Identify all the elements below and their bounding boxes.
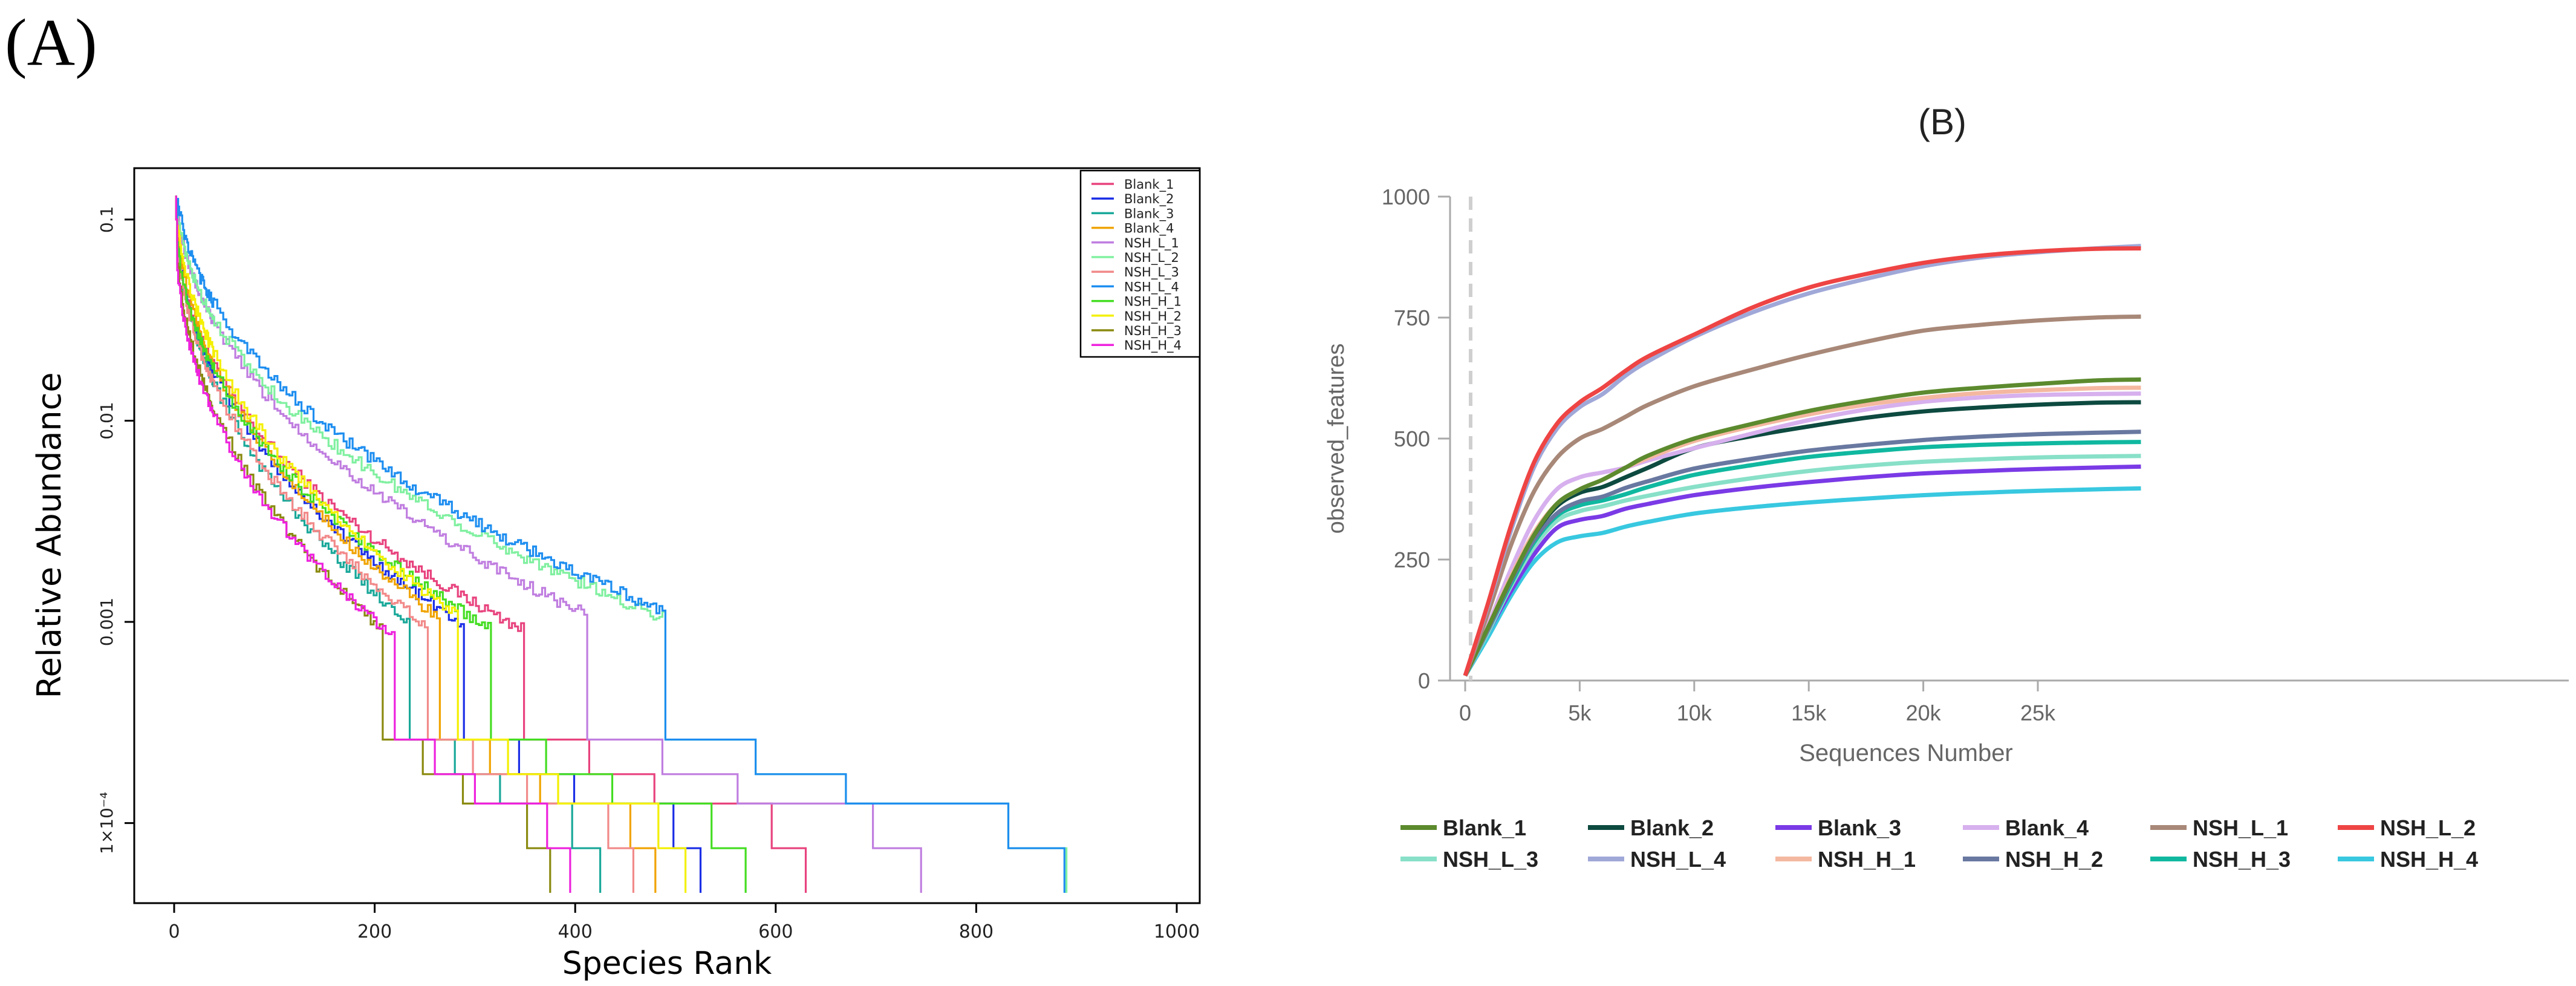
- chart-a-axes: 0 200 400 600 800 1000 0.1 0.01 0.001 1×10⁻⁴: [97, 206, 1200, 942]
- legend-label: NSH_H_2: [1124, 309, 1182, 324]
- legend-label: NSH_H_3: [1124, 324, 1182, 339]
- y-tick-label: 1000: [1382, 184, 1430, 209]
- x-tick-label: 25k: [2020, 700, 2056, 725]
- chart-b-series-line: [1463, 244, 2141, 677]
- x-tick-label: 0: [168, 921, 180, 942]
- legend-label: NSH_L_4: [1630, 847, 1726, 872]
- chart-b-series-lines: [1463, 244, 2141, 677]
- y-tick-label: 0.01: [97, 402, 117, 439]
- chart-b-legend: Blank_1 Blank_2 Blank_3 Blank_4 NSH_L_1 NSH_L…: [1400, 815, 2478, 872]
- legend-label: Blank_2: [1124, 192, 1174, 207]
- chart-b-series-line: [1463, 454, 2141, 677]
- legend-label: NSH_L_3: [1124, 265, 1179, 280]
- legend-label: NSH_H_4: [1124, 338, 1182, 353]
- legend-label: Blank_3: [1124, 206, 1174, 221]
- chart-a-legend: Blank_1Blank_2Blank_3Blank_4NSH_L_1NSH_L…: [1079, 169, 1201, 358]
- panel-a-label: (A): [5, 5, 97, 79]
- chart-b-title: (B): [1918, 102, 1966, 142]
- chart-a-series-line: [175, 195, 1065, 893]
- chart-a-y-axis-label: Relative Abundance: [30, 372, 68, 698]
- legend-label: NSH_H_2: [2005, 847, 2103, 872]
- chart-a-series-line: [175, 195, 634, 893]
- x-tick-label: 1000: [1154, 921, 1200, 942]
- chart-b-y-axis-label: observed_features: [1324, 344, 1349, 534]
- legend-label: NSH_L_1: [2193, 815, 2288, 840]
- legend-label: Blank_4: [1124, 221, 1174, 237]
- x-tick-label: 20k: [1906, 700, 1942, 725]
- y-tick-label: 0.001: [97, 598, 117, 646]
- y-tick-label: 500: [1394, 426, 1430, 451]
- y-tick-label: 0: [1418, 668, 1430, 693]
- chart-b-series-line: [1463, 385, 2141, 677]
- legend-label: NSH_H_3: [2193, 847, 2291, 872]
- legend-label: Blank_3: [1818, 815, 1901, 840]
- x-tick-label: 5k: [1568, 700, 1592, 725]
- legend-label: NSH_H_4: [2380, 847, 2478, 872]
- chart-b-series-line: [1463, 440, 2141, 677]
- legend-label: NSH_L_2: [1124, 250, 1179, 266]
- chart-b-series-line: [1463, 486, 2141, 677]
- x-tick-label: 0: [1459, 700, 1471, 725]
- chart-b-series-line: [1463, 391, 2141, 677]
- x-tick-label: 800: [959, 921, 994, 942]
- legend-label: NSH_H_1: [1818, 847, 1916, 872]
- legend-label: NSH_H_1: [1124, 295, 1182, 310]
- chart-b-series-line: [1463, 464, 2141, 677]
- chart-a-series-line: [175, 195, 1068, 893]
- chart-a-plot-frame: [133, 167, 1201, 904]
- chart-a-series-line: [175, 195, 922, 893]
- chart-a: 0 200 400 600 800 1000 0.1 0.01 0.001 1×10⁻⁴ Spec…: [30, 167, 1201, 982]
- legend-label: Blank_1: [1443, 815, 1526, 840]
- y-tick-label: 1×10⁻⁴: [97, 792, 117, 854]
- legend-label: Blank_2: [1630, 815, 1714, 840]
- legend-label: NSH_L_1: [1124, 236, 1179, 251]
- chart-a-legend-box: [1079, 169, 1201, 358]
- chart-a-x-axis-label: Species Rank: [562, 945, 772, 982]
- y-tick-label: 0.1: [97, 206, 117, 233]
- chart-b-series-line: [1463, 314, 2141, 677]
- chart-a-series-line: [175, 195, 687, 893]
- chart-a-series-line: [175, 195, 571, 893]
- chart-b-axes: 0 250 500 750 1000 0 5k 10k 15k 20k 25k: [1382, 184, 2569, 725]
- legend-label: NSH_L_4: [1124, 279, 1179, 295]
- chart-a-series-lines: [175, 195, 1068, 893]
- x-tick-label: 200: [357, 921, 392, 942]
- y-tick-label: 250: [1394, 547, 1430, 572]
- chart-b-series-line: [1463, 246, 2141, 677]
- x-tick-label: 600: [758, 921, 793, 942]
- x-tick-label: 15k: [1791, 700, 1827, 725]
- legend-label: Blank_1: [1124, 177, 1174, 192]
- chart-b-series-line: [1463, 377, 2141, 677]
- chart-a-series-line: [175, 195, 747, 893]
- legend-label: NSH_L_3: [1443, 847, 1538, 872]
- y-tick-label: 750: [1394, 305, 1430, 330]
- x-tick-label: 10k: [1677, 700, 1712, 725]
- x-tick-label: 400: [558, 921, 593, 942]
- legend-label: Blank_4: [2005, 815, 2089, 840]
- legend-label: NSH_L_2: [2380, 815, 2476, 840]
- chart-b-x-axis-label: Sequences Number: [1799, 740, 2013, 766]
